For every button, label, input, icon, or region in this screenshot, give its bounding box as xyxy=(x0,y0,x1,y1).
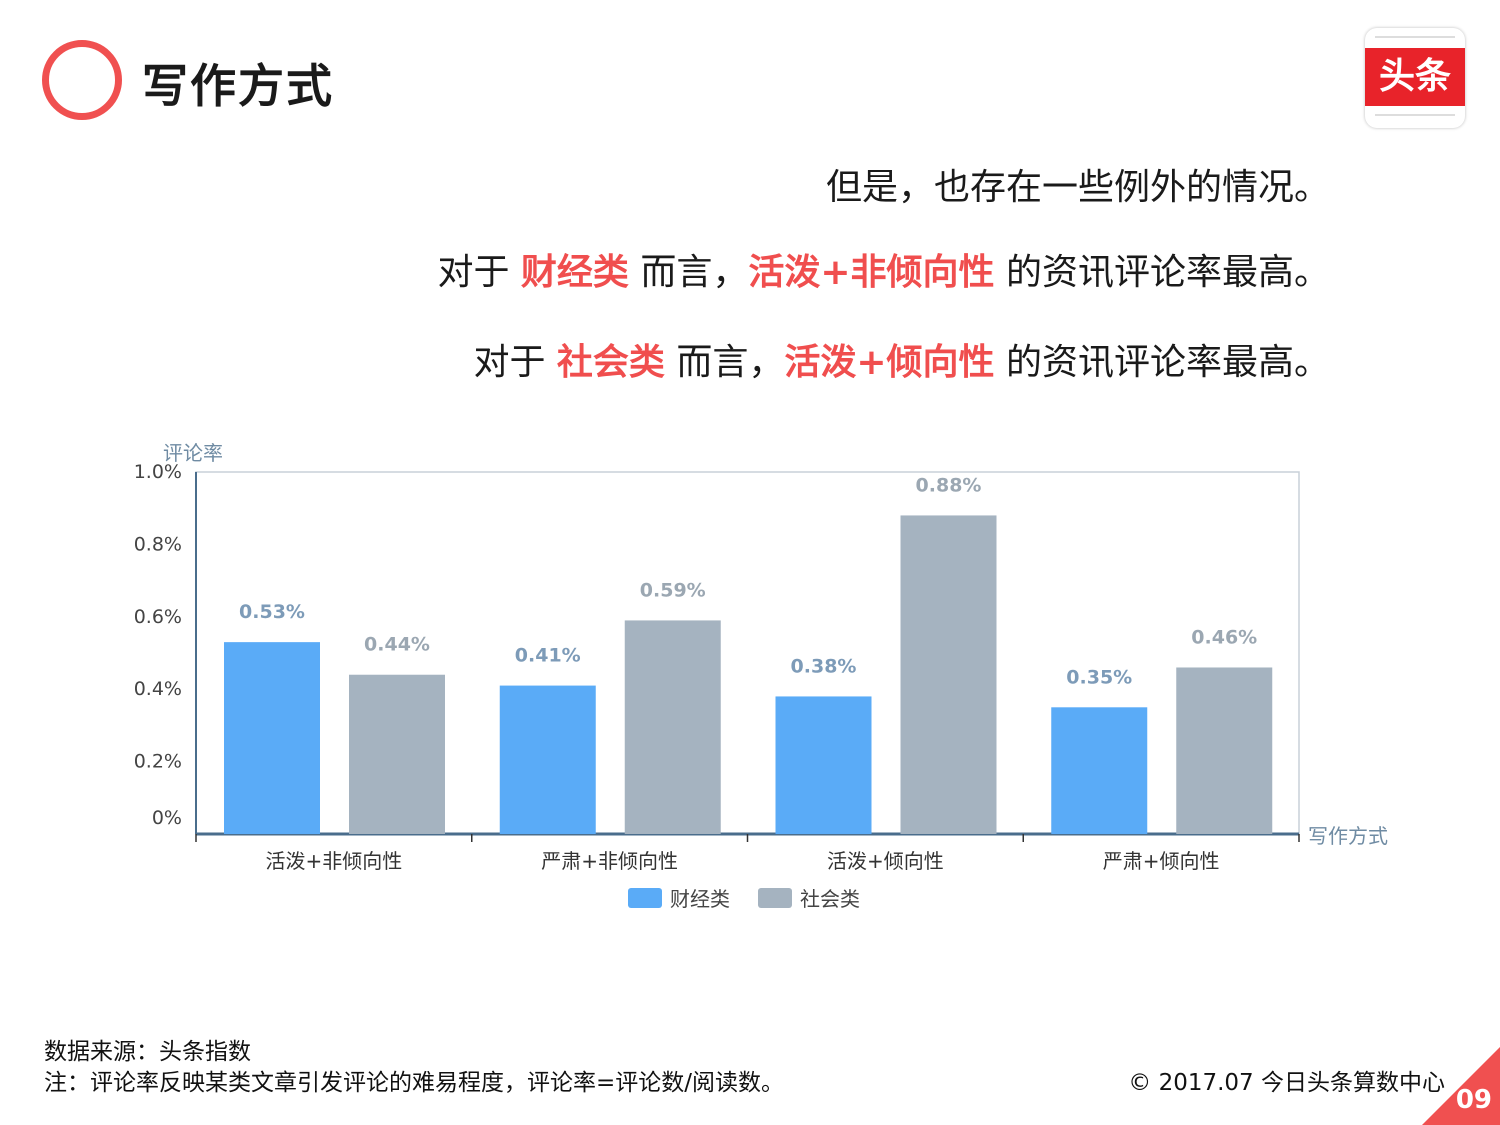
y-tick-label: 0.2% xyxy=(134,751,182,773)
headline-2: 对于 财经类 而言，活泼+非倾向性 的资讯评论率最高。 xyxy=(437,243,1330,295)
headline-3-text-c: 的资讯评论率最高。 xyxy=(994,342,1330,383)
y-tick-label: 1.0% xyxy=(134,461,182,483)
logo-text: 头条 xyxy=(1365,48,1465,106)
y-tick-label: 0% xyxy=(152,807,182,829)
data-label: 0.38% xyxy=(791,655,857,677)
bar-society xyxy=(1176,667,1273,834)
page-title: 写作方式 xyxy=(142,59,334,113)
headline-3-text-a: 对于 xyxy=(473,342,557,383)
data-label: 0.44% xyxy=(364,634,430,656)
y-tick-label: 0.6% xyxy=(134,606,182,628)
data-label: 0.88% xyxy=(916,474,982,496)
bar-finance xyxy=(775,696,872,834)
headline-2-style: 活泼+非倾向性 xyxy=(748,252,995,293)
bar-finance xyxy=(224,642,320,834)
headline-2-text-a: 对于 xyxy=(437,252,521,293)
x-axis-title: 写作方式 xyxy=(1308,824,1388,848)
page-number: 09 xyxy=(1455,1085,1492,1115)
bar-society xyxy=(900,515,997,834)
y-tick-label: 0.8% xyxy=(134,533,182,555)
bar-society xyxy=(624,620,721,834)
toutiao-logo: 头条 xyxy=(1365,28,1465,128)
bar-finance xyxy=(1051,707,1148,834)
data-label: 0.59% xyxy=(640,579,706,601)
y-tick-label: 0.4% xyxy=(134,678,182,700)
legend-label: 社会类 xyxy=(800,887,860,911)
footnote: 注：评论率反映某类文章引发评论的难易程度，评论率=评论数/阅读数。 xyxy=(44,1070,785,1096)
x-tick-label: 严肃+非倾向性 xyxy=(541,849,678,873)
legend-swatch xyxy=(628,888,662,908)
data-source: 数据来源：头条指数 xyxy=(44,1039,251,1065)
data-label: 0.41% xyxy=(515,645,581,667)
headline-3-category: 社会类 xyxy=(556,342,665,383)
bar-society xyxy=(349,674,445,834)
headline-2-text-b: 而言， xyxy=(628,252,749,293)
page-corner xyxy=(1422,1047,1500,1125)
data-label: 0.46% xyxy=(1191,626,1257,648)
x-tick-label: 活泼+非倾向性 xyxy=(265,849,402,873)
title-circle-icon xyxy=(42,40,122,120)
headline-3-text-b: 而言， xyxy=(664,342,785,383)
headline-2-category: 财经类 xyxy=(520,252,629,293)
headline-2-text-c: 的资讯评论率最高。 xyxy=(994,252,1330,293)
copyright: © 2017.07 今日头条算数中心 xyxy=(1128,1070,1445,1096)
x-tick-label: 严肃+倾向性 xyxy=(1103,849,1220,873)
headline-3: 对于 社会类 而言，活泼+倾向性 的资讯评论率最高。 xyxy=(473,333,1330,385)
headline-3-style: 活泼+倾向性 xyxy=(784,342,995,383)
legend-label: 财经类 xyxy=(670,887,730,911)
headline-1: 但是，也存在一些例外的情况。 xyxy=(825,167,1330,208)
legend-swatch xyxy=(758,888,792,908)
y-axis-title: 评论率 xyxy=(163,441,223,465)
bar-finance xyxy=(499,685,596,834)
data-label: 0.53% xyxy=(239,601,305,623)
data-label: 0.35% xyxy=(1066,666,1132,688)
x-tick-label: 活泼+倾向性 xyxy=(827,849,944,873)
